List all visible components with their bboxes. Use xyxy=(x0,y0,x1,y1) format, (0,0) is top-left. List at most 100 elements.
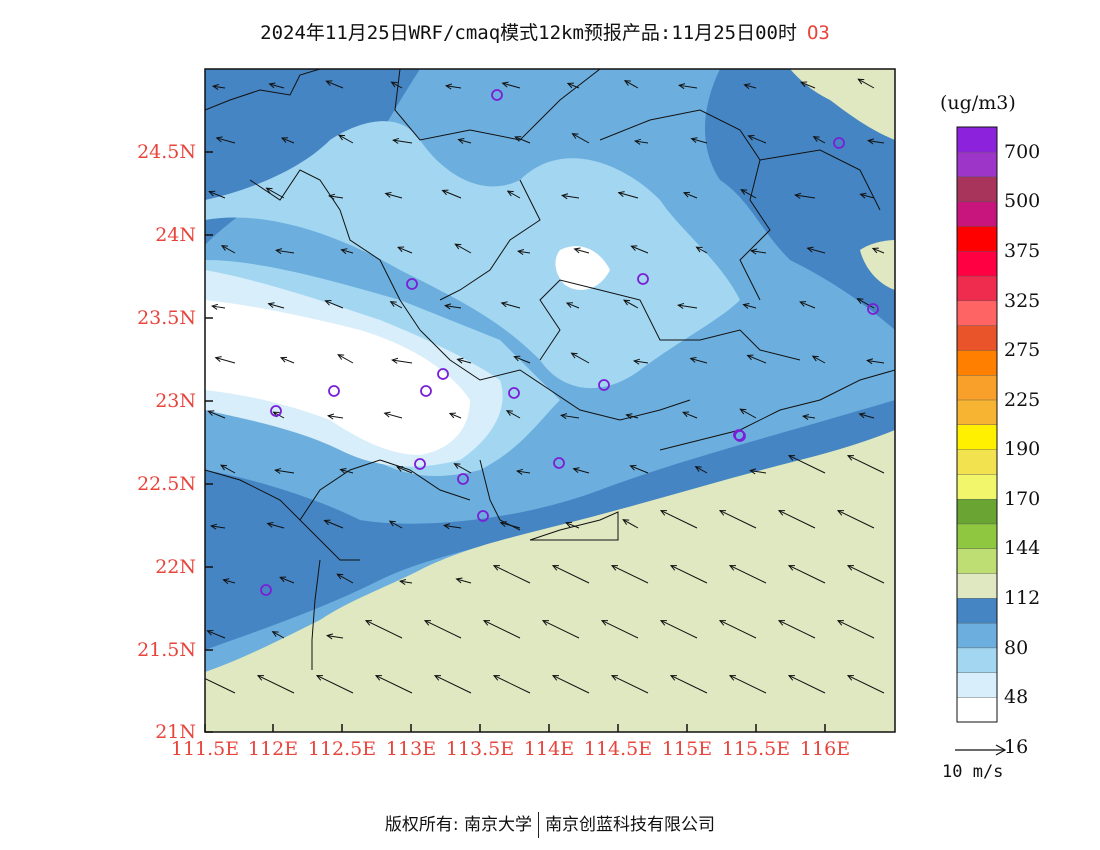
wind-arrow xyxy=(448,412,462,419)
wind-arrow xyxy=(338,134,354,144)
colorbar-swatch xyxy=(956,647,998,673)
wind-vectors xyxy=(205,78,885,694)
copyright-separator xyxy=(538,812,540,838)
wind-arrow xyxy=(328,193,344,200)
wind-arrow xyxy=(492,675,531,694)
reference-vector-label: 10 m/s xyxy=(942,762,1004,782)
wind-arrow xyxy=(492,565,531,584)
lon-ticks xyxy=(204,724,826,732)
wind-arrow xyxy=(384,191,403,199)
lon-label: 115.5E xyxy=(721,738,791,760)
wind-arrow xyxy=(669,565,708,584)
colorbar-label: 170 xyxy=(1004,487,1041,510)
colorbar-label: 16 xyxy=(1004,735,1029,758)
lat-label: 21N xyxy=(155,721,196,743)
colorbar-swatch xyxy=(956,201,998,227)
reference-vector xyxy=(955,744,1007,756)
wind-arrow xyxy=(505,410,521,419)
wind-arrow xyxy=(867,138,885,145)
wind-arrow xyxy=(625,413,639,420)
chart-title: 2024年11月25日WRF/cmaq模式12km预报产品:11月25日00时 O… xyxy=(0,18,1090,45)
wind-arrow xyxy=(392,137,413,144)
colorbar-label: 48 xyxy=(1004,686,1029,709)
wind-arrow xyxy=(274,467,295,474)
wind-arrow xyxy=(799,301,816,309)
colorbar-swatch xyxy=(956,473,998,500)
lon-label: 116E xyxy=(799,738,851,760)
wind-arrow xyxy=(444,303,462,310)
land-patch-east xyxy=(860,240,895,290)
wind-arrow xyxy=(211,84,226,90)
colorbar-swatch xyxy=(956,498,998,525)
wind-arrow xyxy=(622,519,639,529)
wind-arrow xyxy=(271,631,285,639)
station-marker xyxy=(833,137,845,149)
wind-arrow xyxy=(565,302,580,309)
wind-arrow xyxy=(572,467,590,474)
colorbar-swatch xyxy=(956,399,998,426)
wind-arrow xyxy=(794,192,816,199)
wind-arrow xyxy=(516,249,531,255)
lat-label: 22.5N xyxy=(137,473,196,495)
wind-arrow xyxy=(777,510,816,529)
wind-arrow xyxy=(265,187,285,199)
colorbar xyxy=(956,126,998,723)
station-marker xyxy=(734,430,746,442)
wind-arrow xyxy=(388,520,403,529)
wind-arrow xyxy=(275,248,295,255)
wind-arrow xyxy=(678,83,698,90)
wind-arrow xyxy=(205,677,236,694)
lon-label: 112.5E xyxy=(307,738,377,760)
wind-arrow xyxy=(858,412,875,419)
wind-arrow xyxy=(743,83,757,90)
wind-arrow xyxy=(423,620,462,639)
lon-label: 113.5E xyxy=(445,738,515,760)
wind-arrow xyxy=(453,463,472,474)
wind-arrow xyxy=(806,246,826,254)
wind-arrow xyxy=(677,302,698,309)
station-marker xyxy=(457,473,469,485)
wind-arrow xyxy=(856,298,875,309)
station-marker xyxy=(414,458,426,470)
wind-arrow xyxy=(566,82,580,89)
colorbar-swatch xyxy=(956,374,998,401)
colorbar-unit: (ug/m3) xyxy=(940,92,1016,114)
wind-arrow xyxy=(324,299,344,309)
wind-arrow xyxy=(718,620,757,639)
wind-arrow xyxy=(623,299,639,309)
colorbar-swatch xyxy=(956,250,998,277)
wind-arrow xyxy=(456,357,472,364)
wind-arrow xyxy=(633,358,649,365)
wind-arrow xyxy=(374,675,413,694)
wind-arrow xyxy=(846,455,885,474)
wind-arrow xyxy=(207,410,226,419)
wind-arrow xyxy=(210,303,226,310)
wind-arrow xyxy=(777,620,816,639)
colorbar-swatch xyxy=(956,300,998,326)
wind-arrow xyxy=(718,510,757,529)
wind-arrow xyxy=(561,193,580,200)
wind-arrow xyxy=(740,189,757,199)
colorbar-label: 275 xyxy=(1004,339,1041,362)
wind-arrow xyxy=(623,80,639,89)
wind-arrow xyxy=(551,675,590,694)
colorbar-swatch xyxy=(956,597,998,624)
colorbar-swatch xyxy=(956,176,998,202)
wind-arrow xyxy=(501,81,521,89)
colorbar-swatch xyxy=(956,275,998,302)
wind-arrow xyxy=(800,81,816,89)
wind-arrow xyxy=(682,191,698,199)
wind-arrow xyxy=(206,629,226,639)
lon-label: 114E xyxy=(523,738,575,760)
lat-label: 24N xyxy=(155,224,196,246)
wind-arrow xyxy=(750,248,767,255)
wind-arrow xyxy=(391,357,413,364)
colorbar-swatch xyxy=(956,672,998,698)
wind-arrow xyxy=(454,243,472,254)
colorbar-swatch xyxy=(956,697,998,723)
conc-band-white-2 xyxy=(555,246,610,290)
wind-arrow xyxy=(694,466,708,474)
wind-arrow xyxy=(325,80,344,89)
wind-arrow xyxy=(398,579,413,585)
